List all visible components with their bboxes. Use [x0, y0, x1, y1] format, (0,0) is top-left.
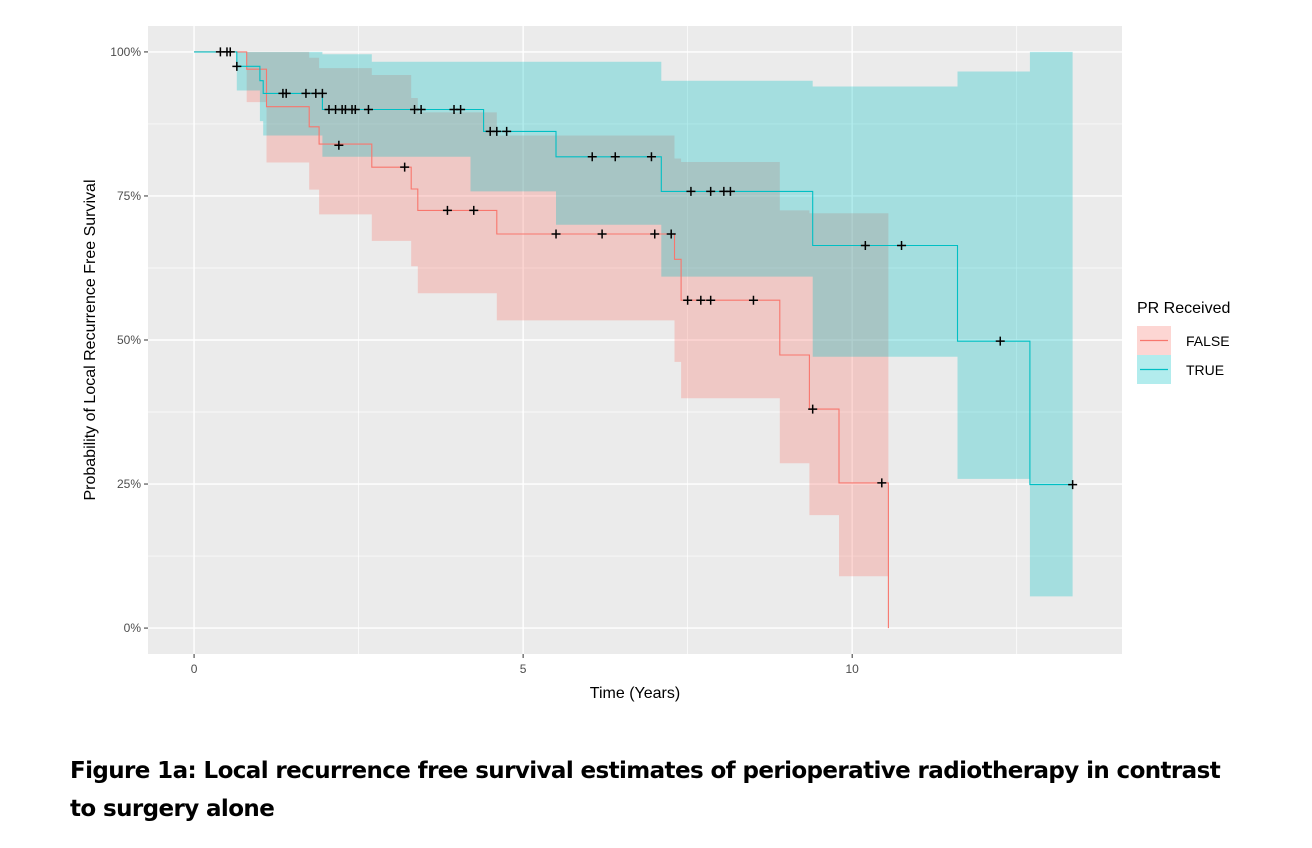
censor-mark: [696, 295, 706, 305]
x-tick-label: 0: [191, 662, 198, 676]
censor-mark: [808, 404, 818, 414]
censor-mark: [350, 105, 360, 115]
censor-mark: [646, 152, 656, 162]
axis-ticks: 0% 25% 50% 75% 100% 0 5 10: [110, 45, 859, 676]
y-tick-label: 25%: [117, 477, 141, 491]
censor-mark: [650, 229, 660, 239]
confidence-bands: [194, 51, 1073, 597]
censor-marks: [215, 47, 1078, 490]
legend-label-true: TRUE: [1186, 362, 1224, 378]
censor-mark: [225, 47, 235, 57]
censor-mark: [610, 152, 620, 162]
censor-mark: [706, 295, 716, 305]
censor-mark: [877, 478, 887, 488]
censor-mark: [442, 205, 452, 215]
censor-mark: [587, 152, 597, 162]
censor-mark: [232, 61, 242, 71]
censor-mark: [317, 88, 327, 98]
x-axis-title: Time (Years): [590, 685, 680, 702]
legend-label-false: FALSE: [1186, 333, 1230, 349]
grid-lines: [148, 26, 1122, 654]
censor-mark: [278, 88, 288, 98]
survival-chart: 0% 25% 50% 75% 100% 0 5 10 Time (Years) Probabi…: [82, 26, 1230, 702]
censor-mark: [1068, 480, 1078, 490]
y-tick-label: 75%: [117, 189, 141, 203]
censor-mark: [995, 336, 1005, 346]
censor-mark: [301, 88, 311, 98]
y-tick-label: 100%: [110, 45, 141, 59]
censor-mark: [456, 105, 466, 115]
x-tick-label: 10: [845, 662, 859, 676]
survival-line-true: [194, 51, 1073, 486]
censor-mark: [897, 241, 907, 251]
censor-mark: [706, 186, 716, 196]
censor-mark: [686, 186, 696, 196]
censor-mark: [469, 205, 479, 215]
censor-mark: [334, 140, 344, 150]
censor-mark: [492, 126, 502, 136]
ci-band-true: [194, 51, 1073, 597]
censor-mark: [748, 295, 758, 305]
censor-mark: [502, 126, 512, 136]
y-tick-label: 0%: [124, 621, 142, 635]
censor-mark: [551, 229, 561, 239]
censor-mark: [416, 105, 426, 115]
x-tick-label: 5: [520, 662, 527, 676]
survival-curves: [194, 51, 1073, 629]
y-tick-label: 50%: [117, 333, 141, 347]
legend-title: PR Received: [1137, 300, 1230, 317]
censor-mark: [597, 229, 607, 239]
ci-band-false: [194, 51, 889, 577]
censor-mark: [363, 105, 373, 115]
y-axis-title: Probability of Local Recurrence Free Sur…: [82, 179, 99, 500]
censor-mark: [725, 186, 735, 196]
censor-mark: [400, 162, 410, 172]
figure-caption: Figure 1a: Local recurrence free surviva…: [70, 758, 1221, 822]
survival-line-false: [194, 51, 889, 629]
censor-mark: [666, 229, 676, 239]
legend: PR Received FALSE TRUE: [1137, 300, 1230, 384]
censor-mark: [860, 241, 870, 251]
censor-mark: [683, 295, 693, 305]
